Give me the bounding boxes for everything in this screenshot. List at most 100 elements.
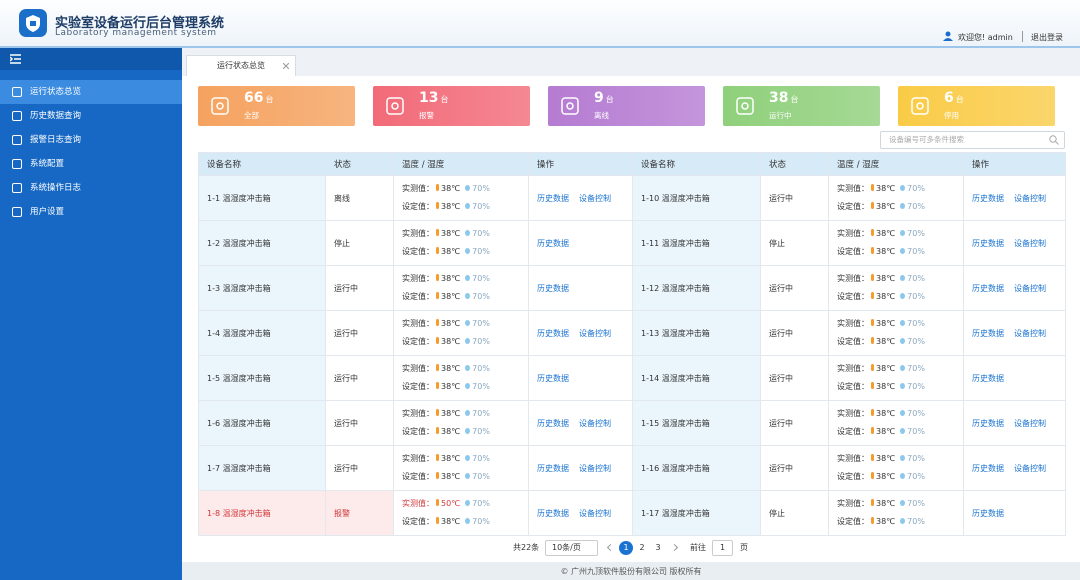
page-arrow[interactable]	[606, 543, 615, 552]
action-link[interactable]: 历史数据	[537, 328, 569, 338]
action-link[interactable]: 历史数据	[537, 373, 569, 383]
action-link[interactable]: 设备控制	[1014, 463, 1046, 473]
tab[interactable]: 运行状态总览	[186, 55, 296, 76]
stat-card[interactable]: 6 台停用	[898, 86, 1055, 126]
action-link[interactable]: 历史数据	[537, 463, 569, 473]
reading-label: 实测值：	[402, 409, 434, 418]
menu-item[interactable]: 历史数据查询	[0, 104, 182, 128]
thermometer-icon	[436, 202, 439, 209]
temp-humidity-cell: 实测值： 50℃ 70% 设定值： 38℃ 70%	[393, 490, 529, 536]
humidity: 70%	[472, 472, 490, 481]
action-link[interactable]: 设备控制	[579, 418, 611, 428]
device-name: 1-12 温湿度冲击箱	[641, 283, 710, 293]
page-number[interactable]: 2	[639, 543, 645, 552]
column-header: 状态	[760, 152, 829, 176]
tab-close[interactable]	[283, 63, 289, 69]
menu-label: 用户设置	[30, 207, 65, 217]
action-link[interactable]: 历史数据	[972, 418, 1004, 428]
humidity: 70%	[472, 337, 490, 346]
tab-label: 运行状态总览	[217, 61, 265, 70]
app-title: 实验室设备运行后台管理系统	[55, 16, 225, 31]
droplet-icon	[900, 383, 906, 389]
menu-item[interactable]: 系统配置	[0, 152, 182, 176]
device-name: 1-17 温湿度冲击箱	[641, 508, 710, 518]
humidity: 70%	[907, 499, 925, 508]
status-cell: 停止	[760, 220, 829, 266]
action-link[interactable]: 历史数据	[972, 193, 1004, 203]
device-name-cell: 1-16 温湿度冲击箱	[632, 445, 761, 491]
temperature: 38℃	[441, 382, 461, 391]
device-name-cell: 1-8 温湿度冲击箱	[198, 490, 326, 536]
action-link[interactable]: 设备控制	[579, 328, 611, 338]
droplet-icon	[900, 500, 906, 506]
stat-unit: 台	[955, 95, 964, 104]
menu-label: 报警日志查询	[30, 135, 82, 145]
menu-item[interactable]: 用户设置	[0, 200, 182, 224]
action-link[interactable]: 历史数据	[537, 238, 569, 248]
action-link[interactable]: 设备控制	[579, 463, 611, 473]
action-link[interactable]: 设备控制	[1014, 328, 1046, 338]
stat-card[interactable]: 38 台运行中	[723, 86, 880, 126]
action-link[interactable]: 设备控制	[1014, 418, 1046, 428]
device-name-cell: 1-5 温湿度冲击箱	[198, 355, 326, 401]
humidity: 70%	[907, 292, 925, 301]
column-header: 设备名称	[198, 152, 326, 176]
stat-card[interactable]: 66 台全部	[198, 86, 355, 126]
action-link[interactable]: 历史数据	[972, 283, 1004, 293]
thermometer-icon	[871, 337, 874, 344]
device-status: 运行中	[769, 418, 793, 428]
action-link[interactable]: 历史数据	[537, 283, 569, 293]
action-link[interactable]: 历史数据	[537, 193, 569, 203]
status-cell: 运行中	[760, 175, 829, 221]
goto-input[interactable]: 1	[712, 540, 733, 556]
humidity: 70%	[472, 247, 490, 256]
action-link[interactable]: 设备控制	[579, 193, 611, 203]
reading-line: 设定值： 38℃ 70%	[837, 333, 962, 351]
menu-item[interactable]: 系统操作日志	[0, 176, 182, 200]
action-link[interactable]: 设备控制	[579, 508, 611, 518]
device-status: 运行中	[769, 283, 793, 293]
humidity: 70%	[472, 229, 490, 238]
page-number[interactable]: 3	[655, 543, 661, 552]
action-link[interactable]: 历史数据	[972, 328, 1004, 338]
droplet-icon	[465, 518, 471, 524]
reading-label: 设定值：	[837, 202, 869, 211]
search-box[interactable]: 设备编号可多条件搜索	[880, 131, 1065, 149]
device-status: 停止	[769, 238, 785, 248]
action-link[interactable]: 设备控制	[1014, 283, 1046, 293]
table-row: 1-6 温湿度冲击箱 运行中 实测值： 38℃ 70% 设定值： 38℃ 70% 历史数据 设备控…	[198, 400, 1066, 446]
reading-label: 实测值：	[402, 229, 434, 238]
logout[interactable]: 退出登录	[1031, 33, 1063, 42]
reading-line: 实测值： 38℃ 70%	[837, 405, 962, 423]
stat-icon	[911, 97, 929, 115]
droplet-icon	[900, 275, 906, 281]
page-number[interactable]: 1	[619, 541, 633, 555]
action-link[interactable]: 历史数据	[972, 508, 1004, 518]
droplet-icon	[900, 518, 906, 524]
temp-humidity-cell: 实测值： 38℃ 70% 设定值： 38℃ 70%	[828, 220, 964, 266]
action-link[interactable]: 历史数据	[972, 373, 1004, 383]
droplet-icon	[465, 248, 471, 254]
search-icon[interactable]	[1049, 135, 1059, 145]
temperature: 38℃	[441, 319, 461, 328]
device-status: 运行中	[769, 463, 793, 473]
action-link[interactable]: 历史数据	[972, 238, 1004, 248]
temperature: 38℃	[441, 364, 461, 373]
action-link[interactable]: 历史数据	[537, 508, 569, 518]
action-link[interactable]: 设备控制	[1014, 238, 1046, 248]
device-status: 停止	[334, 238, 350, 248]
page-size-select[interactable]: 10条/页	[545, 540, 598, 556]
menu-toggle[interactable]	[9, 54, 21, 64]
menu-label: 历史数据查询	[30, 111, 82, 121]
stat-label: 报警	[419, 111, 434, 120]
action-link[interactable]: 历史数据	[972, 463, 1004, 473]
stat-card[interactable]: 13 台报警	[373, 86, 530, 126]
stat-card[interactable]: 9 台离线	[548, 86, 705, 126]
total-count: 共22条	[513, 543, 540, 552]
page-arrow[interactable]	[670, 543, 679, 552]
menu-label: 系统配置	[30, 159, 65, 169]
action-link[interactable]: 历史数据	[537, 418, 569, 428]
action-link[interactable]: 设备控制	[1014, 193, 1046, 203]
menu-item[interactable]: 运行状态总览	[0, 80, 182, 104]
menu-item[interactable]: 报警日志查询	[0, 128, 182, 152]
